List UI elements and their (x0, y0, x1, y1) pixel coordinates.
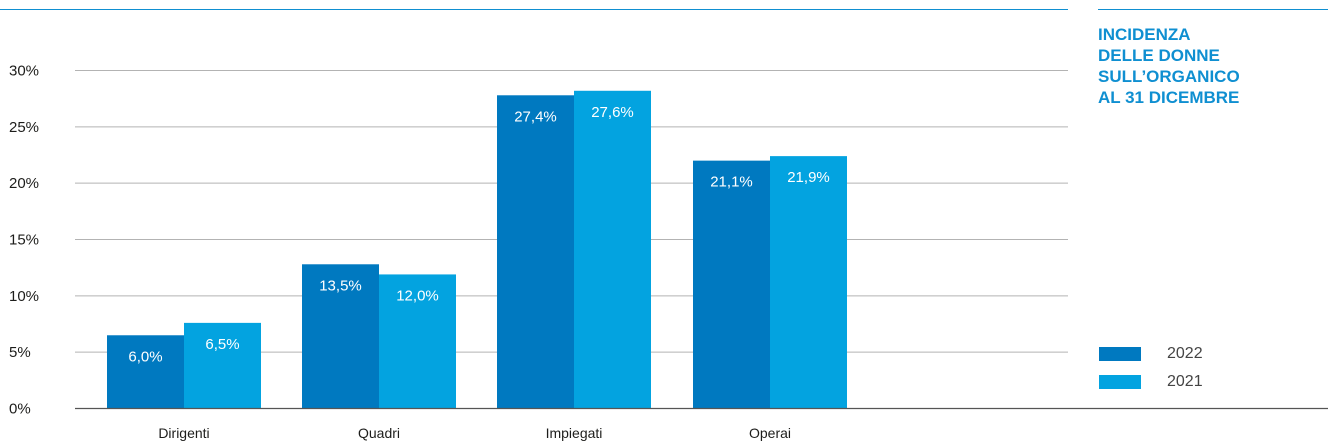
y-tick-label: 15% (9, 232, 39, 249)
legend-swatch-2022 (1099, 347, 1141, 361)
y-tick-label: 30% (9, 63, 39, 80)
bar-value-label: 6,5% (205, 336, 239, 353)
y-tick-label: 5% (9, 344, 31, 361)
category-label-impiegati: Impiegati (546, 425, 603, 441)
bar-value-label: 27,4% (514, 108, 557, 125)
bar-operai-2021 (770, 156, 847, 409)
side-title-line-4: AL 31 DICEMBRE (1098, 88, 1240, 107)
bar-value-label: 21,1% (710, 174, 753, 191)
bar-value-label: 13,5% (319, 277, 362, 294)
bar-value-label: 27,6% (591, 104, 634, 121)
y-tick-label: 20% (9, 175, 39, 192)
category-label-quadri: Quadri (358, 425, 400, 441)
y-tick-label: 10% (9, 288, 39, 305)
side-title-line-3: SULL’ORGANICO (1098, 67, 1240, 86)
legend-label-2021: 2021 (1167, 373, 1203, 390)
y-tick-label: 25% (9, 119, 39, 136)
legend-swatch-2021 (1099, 375, 1141, 389)
side-title-line-1: INCIDENZA (1098, 25, 1191, 44)
bar-quadri-2021 (379, 274, 456, 409)
category-label-operai: Operai (749, 425, 791, 441)
bar-value-label: 12,0% (396, 287, 439, 304)
bar-operai-2022 (693, 160, 770, 409)
bar-value-label: 6,0% (128, 348, 162, 365)
y-axis-ticks: 0% 5% 10% 15% 20% 25% 30% (9, 63, 39, 418)
bar-impiegati-2021 (574, 90, 651, 409)
legend-label-2022: 2022 (1167, 345, 1203, 362)
bar-value-label: 21,9% (787, 169, 830, 186)
legend: 2022 2021 (1099, 340, 1203, 396)
bar-value-labels: 6,0% 6,5% 13,5% 12,0% 27,4% 27,6% 21,1% 21,9% (128, 104, 829, 365)
bar-impiegati-2022 (497, 95, 574, 409)
bar-dirigenti-2022 (107, 335, 184, 409)
y-tick-label: 0% (9, 401, 31, 418)
bars (107, 90, 847, 409)
category-labels: Dirigenti Quadri Impiegati Operai (158, 425, 791, 441)
bar-quadri-2022 (302, 264, 379, 409)
bar-dirigenti-2021 (184, 322, 261, 409)
legend-item-2022: 2022 (1099, 340, 1203, 368)
category-label-dirigenti: Dirigenti (158, 425, 209, 441)
side-title-line-2: DELLE DONNE (1098, 46, 1220, 65)
chart-side-title: INCIDENZA DELLE DONNE SULL’ORGANICO AL 3… (1098, 24, 1318, 108)
legend-item-2021: 2021 (1099, 368, 1203, 396)
